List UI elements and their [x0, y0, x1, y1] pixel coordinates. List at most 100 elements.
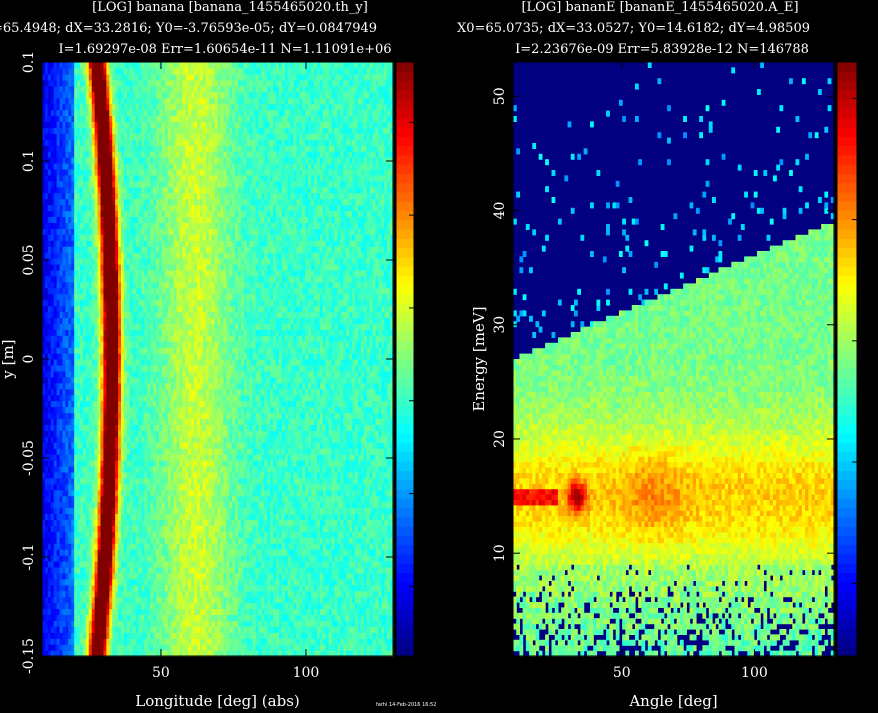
- left-heatmap-cell: [159, 608, 163, 616]
- left-heatmap-cell: [191, 566, 195, 574]
- left-heatmap-cell: [56, 590, 61, 598]
- left-heatmap-cell: [346, 584, 350, 592]
- left-heatmap-cell: [109, 572, 113, 580]
- left-heatmap-cell: [319, 590, 324, 598]
- left-heatmap-cell: [363, 632, 368, 639]
- left-heatmap-cell: [293, 632, 298, 639]
- left-heatmap-cell: [71, 650, 75, 657]
- left-heatmap-cell: [191, 626, 195, 633]
- left-heatmap-cell: [296, 608, 300, 616]
- left-heatmap-cell: [240, 608, 245, 616]
- left-heatmap-cell: [44, 644, 49, 651]
- left-heatmap-cell: [325, 602, 330, 610]
- left-heatmap-cell: [205, 608, 210, 616]
- left-heatmap-cell: [226, 608, 230, 616]
- left-heatmap-cell: [211, 644, 216, 651]
- left-heatmap-cell: [340, 602, 344, 610]
- left-heatmap-cell: [147, 572, 151, 580]
- left-heatmap-cell: [141, 632, 145, 639]
- left-heatmap-cell: [284, 620, 289, 627]
- left-heatmap-cell: [94, 584, 99, 592]
- left-heatmap-cell: [208, 644, 213, 651]
- left-heatmap-cell: [115, 614, 119, 621]
- left-heatmap-cell: [194, 584, 198, 592]
- left-heatmap-cell: [202, 650, 207, 657]
- left-heatmap-cell: [293, 560, 298, 568]
- left-heatmap-cell: [281, 614, 286, 621]
- left-heatmap-cell: [357, 584, 362, 592]
- left-heatmap-cell: [384, 596, 388, 604]
- left-heatmap-cell: [109, 578, 113, 586]
- left-heatmap-cell: [293, 602, 298, 610]
- left-heatmap-cell: [302, 632, 306, 639]
- left-heatmap-cell: [308, 626, 312, 633]
- left-heatmap-cell: [261, 626, 265, 633]
- left-heatmap-cell: [223, 560, 227, 568]
- left-heatmap-cell: [375, 650, 379, 657]
- left-heatmap-cell: [299, 632, 303, 639]
- left-heatmap-cell: [197, 638, 201, 645]
- left-heatmap-cell: [56, 614, 61, 621]
- left-heatmap-cell: [156, 638, 160, 645]
- left-heatmap-cell: [56, 578, 61, 586]
- left-heatmap-cell: [296, 602, 300, 610]
- left-heatmap-cell: [82, 584, 87, 592]
- left-heatmap-cell: [296, 644, 300, 651]
- left-heatmap-cell: [126, 578, 131, 586]
- left-heatmap-cell: [97, 644, 102, 651]
- left-heatmap-cell: [161, 596, 166, 604]
- left-heatmap-cell: [144, 638, 148, 645]
- left-heatmap-cell: [106, 596, 110, 604]
- left-heatmap-cell: [53, 650, 58, 657]
- left-heatmap-cell: [387, 578, 391, 586]
- left-heatmap-cell: [217, 584, 222, 592]
- left-heatmap-cell: [229, 638, 233, 645]
- left-heatmap-cell: [77, 584, 81, 592]
- left-heatmap-cell: [240, 614, 245, 621]
- left-heatmap-cell: [281, 638, 286, 645]
- left-heatmap-cell: [194, 566, 198, 574]
- left-heatmap-cell: [118, 602, 122, 610]
- left-heatmap-cell: [226, 596, 230, 604]
- left-heatmap-cell: [384, 626, 388, 633]
- left-heatmap-cell: [112, 632, 116, 639]
- left-heatmap-cell: [226, 566, 230, 574]
- left-heatmap-cell: [261, 572, 265, 580]
- left-heatmap-cell: [331, 596, 336, 604]
- left-heatmap-cell: [82, 560, 87, 568]
- left-heatmap-cell: [118, 632, 122, 639]
- left-heatmap-cell: [97, 620, 102, 627]
- left-heatmap-cell: [47, 620, 52, 627]
- left-heatmap-cell: [357, 608, 362, 616]
- left-heatmap-cell: [211, 596, 216, 604]
- left-heatmap-cell: [235, 560, 239, 568]
- left-heatmap-cell: [170, 602, 175, 610]
- left-heatmap-cell: [65, 578, 69, 586]
- left-heatmap-cell: [290, 632, 295, 639]
- left-heatmap-cell: [50, 644, 55, 651]
- left-heatmap-cell: [91, 626, 96, 633]
- left-heatmap-cell: [170, 620, 175, 627]
- left-heatmap-cell: [243, 626, 248, 633]
- left-heatmap-cell: [85, 638, 90, 645]
- left-heatmap-cell: [378, 602, 382, 610]
- left-heatmap-cell: [44, 584, 49, 592]
- left-heatmap-cell: [372, 578, 377, 586]
- left-heatmap-cell: [173, 572, 178, 580]
- left-heatmap-cell: [357, 632, 362, 639]
- left-heatmap-cell: [249, 614, 254, 621]
- left-heatmap-cell: [346, 638, 350, 645]
- left-heatmap-cell: [205, 566, 210, 574]
- left-heatmap-cell: [243, 560, 248, 568]
- left-heatmap-cell: [132, 602, 137, 610]
- left-heatmap-cell: [167, 614, 172, 621]
- left-heatmap-cell: [185, 650, 189, 657]
- left-heatmap-cell: [156, 602, 160, 610]
- left-heatmap-cell: [170, 578, 175, 586]
- left-heatmap-cell: [387, 566, 391, 574]
- left-heatmap-cell: [205, 650, 210, 657]
- left-heatmap-cell: [208, 638, 213, 645]
- left-heatmap-cell: [167, 602, 172, 610]
- left-heatmap-cell: [202, 638, 207, 645]
- left-heatmap-cell: [387, 638, 391, 645]
